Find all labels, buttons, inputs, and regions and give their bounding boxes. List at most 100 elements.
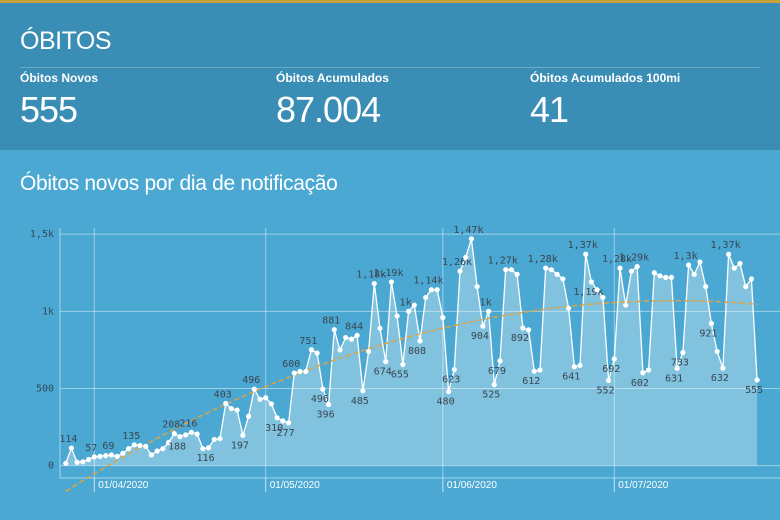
- point: [708, 320, 715, 327]
- chart-title: Óbitos novos por dia de notificação: [20, 172, 338, 195]
- data-label: 1,37k: [711, 240, 741, 251]
- data-label: 632: [711, 373, 729, 384]
- section-title: ÓBITOS: [20, 27, 112, 55]
- point: [120, 450, 126, 456]
- point: [714, 348, 720, 355]
- data-label: 1,14k: [413, 276, 443, 287]
- data-label: 641: [562, 372, 580, 383]
- point: [611, 356, 617, 362]
- point: [640, 370, 646, 376]
- y-tick-label: 500: [36, 383, 54, 394]
- point: [177, 434, 183, 440]
- point: [623, 302, 629, 308]
- point: [440, 314, 446, 321]
- point: [457, 268, 463, 274]
- data-label: 844: [345, 321, 363, 332]
- point: [200, 446, 206, 452]
- point: [217, 436, 223, 442]
- point: [645, 367, 652, 373]
- point: [205, 445, 212, 451]
- point: [434, 287, 440, 293]
- point: [594, 287, 600, 293]
- point: [343, 334, 349, 341]
- point: [114, 453, 120, 459]
- point: [474, 284, 480, 290]
- point: [240, 432, 246, 438]
- point: [605, 377, 612, 384]
- point: [663, 274, 669, 280]
- point: [588, 279, 595, 285]
- data-label: 1,26k: [442, 257, 472, 268]
- data-label: 496: [311, 394, 329, 405]
- point: [68, 445, 75, 451]
- kpi-value: 555: [20, 89, 78, 130]
- point: [211, 436, 217, 443]
- point: [394, 313, 400, 319]
- point: [354, 332, 360, 339]
- data-label: 921: [699, 329, 717, 340]
- point: [520, 325, 526, 331]
- point: [303, 368, 309, 375]
- data-label: 403: [214, 389, 232, 400]
- point: [365, 348, 372, 355]
- point: [725, 251, 732, 257]
- kpi-panel: ÓBITOS Óbitos Novos 555 Óbitos Acumulados…: [0, 0, 780, 150]
- data-label: 485: [351, 396, 369, 407]
- data-label: 1,27k: [488, 256, 518, 267]
- point: [251, 386, 257, 392]
- data-label: 1,28k: [528, 254, 558, 265]
- point: [491, 382, 497, 388]
- point: [137, 442, 143, 449]
- point: [468, 236, 475, 242]
- point: [514, 271, 520, 277]
- y-tick-label: 1,5k: [30, 229, 54, 240]
- data-label: 881: [322, 316, 340, 327]
- point: [600, 294, 606, 301]
- data-label: 310: [265, 423, 283, 434]
- point: [485, 308, 492, 314]
- point: [325, 401, 332, 408]
- point: [543, 265, 549, 271]
- point: [80, 459, 86, 465]
- point: [560, 276, 566, 282]
- point: [148, 452, 155, 458]
- data-label: 1,18k: [356, 270, 386, 281]
- point: [291, 370, 297, 376]
- point: [748, 276, 755, 282]
- data-label: 1,37k: [568, 240, 598, 251]
- data-label: 692: [602, 364, 620, 375]
- data-label: 480: [437, 397, 455, 408]
- point: [691, 271, 697, 277]
- point: [308, 347, 315, 353]
- point: [451, 366, 457, 373]
- point: [463, 254, 469, 260]
- point: [171, 430, 177, 437]
- data-label: 1,19k: [373, 268, 403, 279]
- data-label: 1k: [480, 297, 492, 308]
- point: [383, 359, 389, 365]
- data-label: 751: [299, 336, 317, 347]
- point: [154, 448, 160, 454]
- point: [263, 395, 269, 401]
- point: [423, 294, 429, 301]
- x-tick-label: 01/07/2020: [618, 480, 668, 491]
- trend-line: [65, 299, 758, 492]
- kpi: Óbitos Acumulados 100mi 41: [530, 71, 680, 131]
- point: [497, 358, 503, 364]
- point: [125, 446, 132, 452]
- point: [617, 265, 623, 271]
- point: [548, 267, 555, 273]
- point: [97, 453, 103, 459]
- point: [377, 325, 383, 331]
- point: [737, 260, 743, 267]
- point: [228, 405, 235, 412]
- point: [257, 396, 263, 402]
- data-label: 216: [179, 418, 197, 429]
- divider: [20, 67, 760, 68]
- data-label: 496: [242, 375, 260, 386]
- point: [697, 259, 703, 265]
- point: [674, 365, 680, 371]
- point: [668, 274, 675, 280]
- point: [577, 362, 583, 368]
